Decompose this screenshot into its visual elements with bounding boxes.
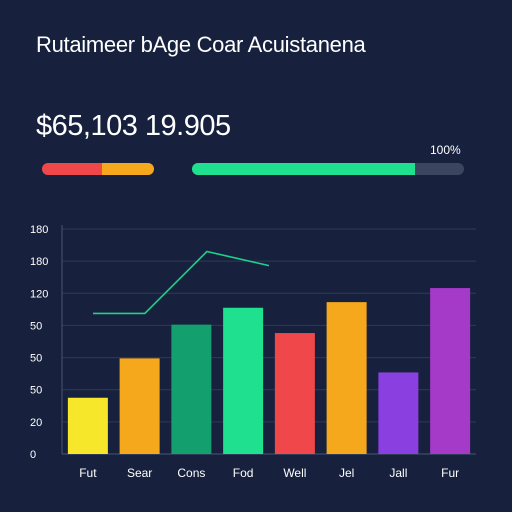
y-tick-label: 50 [30,385,42,397]
bar [119,358,160,454]
bar [430,288,471,454]
x-tick-label: Cons [177,466,205,480]
progress-bar-right [192,163,464,175]
progress-percent-label: 100% [430,143,461,157]
y-tick-label: 50 [30,320,42,332]
y-tick-label: 180 [30,224,48,236]
x-tick-label: Fur [441,466,459,480]
x-tick-label: Jel [339,466,354,480]
x-tick-label: Sear [127,466,152,480]
x-tick-label: Fod [233,466,254,480]
progress-segment [102,163,154,175]
x-tick-label: Jall [389,466,407,480]
x-tick-label: Fut [79,466,97,480]
y-tick-label: 50 [30,353,42,365]
total-value: $65,103 19.905 [36,110,231,142]
bar [326,302,367,454]
bar [171,324,212,454]
y-tick-label: 20 [30,417,42,429]
bar [274,333,315,454]
x-tick-label: Well [283,466,306,480]
y-tick-label: 180 [30,256,48,268]
y-tick-label: 0 [30,449,36,461]
bar [223,307,264,454]
y-tick-label: 120 [30,288,48,300]
bar [67,397,108,454]
progress-fill [192,163,416,175]
chart-title: Rutaimeer bAge Coar Acuistanena [36,32,366,57]
progress-bar-left [42,163,154,175]
progress-segment [42,163,103,175]
trend-line [93,250,270,315]
bar [378,372,419,454]
